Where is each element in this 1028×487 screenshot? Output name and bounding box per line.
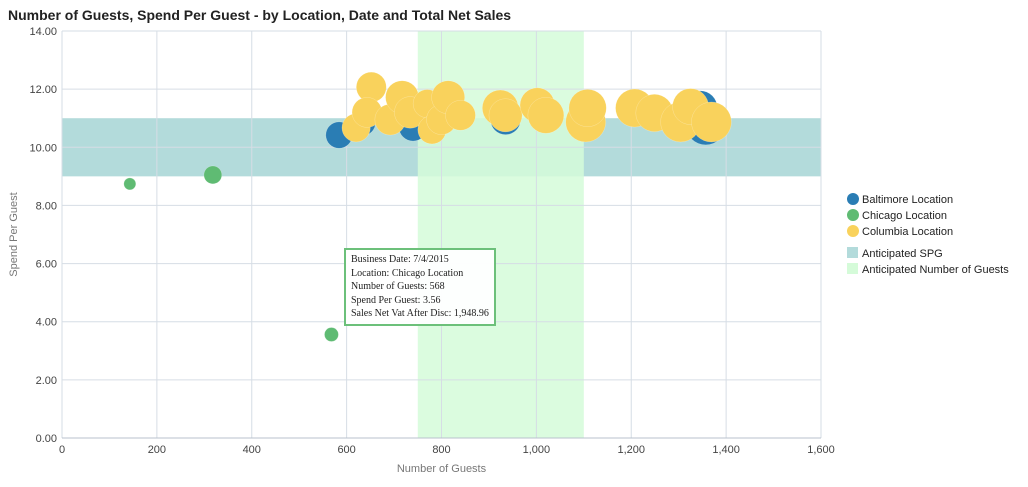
- tooltip-sales: Sales Net Vat After Disc: 1,948.96: [351, 308, 489, 319]
- tooltip-date: Business Date: 7/4/2015: [351, 254, 449, 265]
- x-tick-label: 0: [59, 444, 65, 456]
- x-tick-label: 1,400: [712, 444, 740, 456]
- y-tick-label: 0.00: [36, 433, 57, 445]
- bubble: [123, 177, 137, 191]
- chart-title: Number of Guests, Spend Per Guest - by L…: [8, 7, 512, 23]
- x-tick-label: 1,000: [523, 444, 551, 456]
- bubble: [324, 327, 339, 342]
- legend-label: Anticipated SPG: [862, 248, 943, 260]
- y-tick-label: 4.00: [36, 317, 57, 329]
- y-axis-label: Spend Per Guest: [8, 192, 20, 276]
- y-tick-label: 2.00: [36, 375, 57, 387]
- legend-label: Anticipated Number of Guests: [862, 264, 1009, 276]
- bubble: [527, 97, 565, 134]
- tooltip-location: Location: Chicago Location: [351, 267, 464, 279]
- bubble: [203, 165, 223, 185]
- x-tick-label: 800: [432, 444, 450, 456]
- legend-marker: [847, 225, 859, 237]
- tooltip-guests: Number of Guests: 568: [351, 281, 445, 292]
- bubble: [568, 89, 607, 127]
- x-tick-label: 600: [337, 444, 355, 456]
- x-tick-label: 1,600: [807, 444, 835, 456]
- bubble: [691, 101, 732, 143]
- legend-label: Columbia Location: [862, 226, 953, 238]
- tooltip: Business Date: 7/4/2015 Location: Chicag…: [344, 248, 496, 326]
- x-tick-label: 400: [243, 444, 261, 456]
- bubble: [488, 98, 523, 133]
- legend-swatch: [847, 247, 858, 258]
- legend-label: Baltimore Location: [862, 194, 953, 206]
- y-tick-label: 10.00: [29, 142, 57, 154]
- series-columbia-location: [341, 71, 732, 145]
- legend-marker: [847, 209, 859, 221]
- y-tick-label: 12.00: [29, 84, 57, 96]
- bubble: [356, 71, 387, 103]
- tooltip-spg: Spend Per Guest: 3.56: [351, 294, 441, 306]
- legend-swatch: [847, 263, 858, 274]
- y-tick-label: 14.00: [29, 26, 57, 38]
- x-axis-label: Number of Guests: [397, 463, 487, 475]
- bubble: [445, 100, 476, 131]
- y-tick-label: 8.00: [36, 200, 57, 212]
- x-tick-label: 1,200: [617, 444, 645, 456]
- legend-label: Chicago Location: [862, 210, 947, 222]
- series-chicago-location: [123, 165, 339, 342]
- x-tick-label: 200: [148, 444, 166, 456]
- legend-marker: [847, 193, 859, 205]
- y-tick-label: 6.00: [36, 259, 57, 271]
